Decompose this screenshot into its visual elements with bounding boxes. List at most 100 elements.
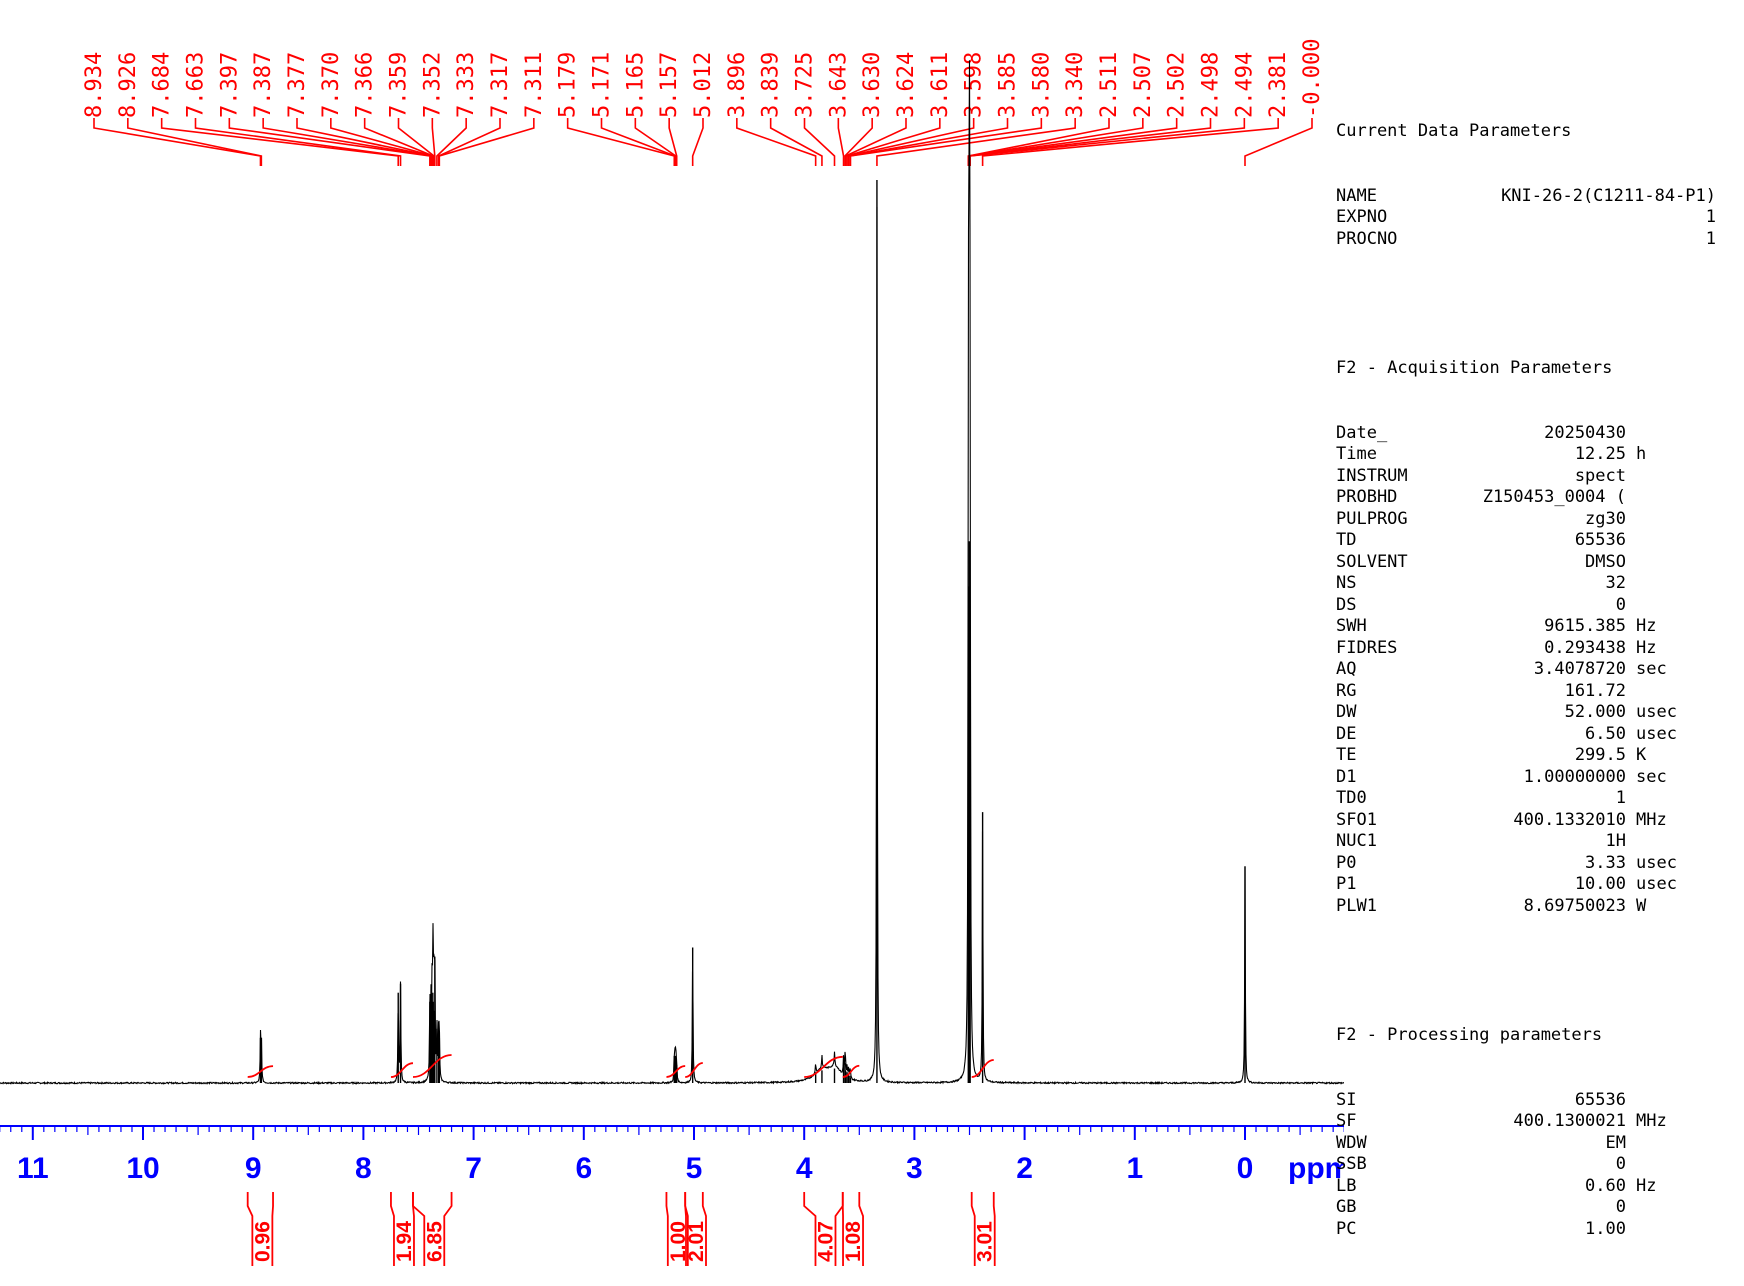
- x-tick-label: 1: [1126, 1152, 1143, 1185]
- parameter-value: 10.00: [1574, 874, 1626, 894]
- peak-label-leader: [968, 118, 1212, 166]
- parameter-row: AQ 3.4078720 sec: [1336, 659, 1667, 681]
- spectrum-group: [0, 60, 1344, 1086]
- peak-label: 3.624: [894, 52, 919, 118]
- parameter-value: 12.25: [1574, 444, 1626, 464]
- parameter-name: DW: [1336, 702, 1357, 722]
- peak-label-leader: [93, 118, 262, 166]
- parameter-row: SOLVENT DMSO: [1336, 551, 1626, 574]
- parameter-value: 20250430: [1544, 422, 1626, 443]
- parameter-name: P0: [1336, 852, 1357, 873]
- peak-label: 5.171: [590, 52, 615, 118]
- parameter-value: Z150453_0004 (: [1482, 487, 1626, 507]
- parameter-row: SF 400.1300021 MHz: [1336, 1111, 1667, 1133]
- parameter-row: FIDRES 0.293438 Hz: [1336, 637, 1656, 660]
- processing-parameters-list: SI 65536 SF 400.1300021 MHz WDW EM SSB 0 LB 0.60 Hz…: [1336, 1090, 1667, 1241]
- parameter-value: 9615.385: [1544, 616, 1626, 636]
- x-tick-label: 9: [245, 1152, 262, 1185]
- parameter-value: 1: [1705, 228, 1716, 249]
- parameter-row: PULPROG zg30: [1336, 508, 1626, 531]
- integral-curve: [842, 1064, 860, 1078]
- peak-label-leader: [228, 118, 431, 166]
- parameter-name: EXPNO: [1336, 207, 1388, 227]
- peak-label-leader: [566, 118, 676, 166]
- x-axis: 11 10 9 8 7 6 5 4 3 2 1 0 ppm: [0, 1125, 1344, 1185]
- parameter-unit: W: [1636, 895, 1647, 916]
- integral-value: 6.85: [423, 1221, 446, 1262]
- integral-bracket: [970, 1192, 996, 1266]
- peak-label: 8.934: [82, 52, 107, 118]
- parameter-value: 0: [1615, 1154, 1626, 1174]
- parameter-name: PULPROG: [1336, 508, 1408, 529]
- parameter-unit: Hz: [1636, 1175, 1657, 1196]
- parameter-row: NS 32: [1336, 573, 1626, 595]
- integral-value: 4.07: [814, 1221, 837, 1262]
- peak-label: 3.725: [793, 52, 818, 118]
- peak-label: 5.157: [657, 52, 682, 118]
- parameter-value: 1: [1615, 788, 1626, 808]
- parameter-unit: K: [1636, 745, 1647, 765]
- processing-parameters-title: F2 - Processing parameters: [1336, 1025, 1603, 1045]
- parameter-row: P1 10.00 usec: [1336, 874, 1677, 896]
- x-tick-label: 11: [17, 1152, 49, 1185]
- peak-label: 7.377: [285, 52, 310, 118]
- integral-value: 3.01: [974, 1221, 997, 1262]
- parameter-unit: Hz: [1636, 637, 1657, 658]
- parameter-name: INSTRUM: [1336, 465, 1408, 486]
- parameter-row: PROBHD Z150453_0004 (: [1336, 487, 1626, 509]
- integral-curve: [971, 1059, 994, 1078]
- peak-label-leader: [431, 118, 436, 166]
- peak-label-leader: [194, 118, 402, 166]
- parameter-row: NUC1 1H: [1336, 831, 1626, 853]
- integral-bracket: [841, 1192, 864, 1266]
- peak-label-leader: [397, 118, 435, 166]
- parameter-row: SI 65536: [1336, 1090, 1626, 1112]
- parameter-row: SSB 0: [1336, 1154, 1626, 1176]
- peak-label-leader: [849, 118, 1009, 166]
- parameter-value: 0: [1615, 1197, 1626, 1217]
- peak-label: 3.580: [1029, 52, 1054, 118]
- peak-label-leader: [668, 118, 678, 166]
- parameter-value: 3.4078720: [1533, 659, 1626, 679]
- peak-label-leader: [844, 118, 907, 166]
- parameter-row: DE 6.50 usec: [1336, 724, 1677, 746]
- parameter-value: 52.000: [1564, 702, 1626, 722]
- parameter-name: SOLVENT: [1336, 551, 1408, 572]
- parameter-row: DS 0: [1336, 595, 1626, 617]
- integral-curve: [247, 1065, 274, 1078]
- peak-label: -0.000: [1300, 39, 1325, 118]
- parameter-row: TD 65536: [1336, 530, 1626, 552]
- integral-curve: [804, 1055, 843, 1078]
- parameter-name: SFO1: [1336, 809, 1377, 830]
- parameter-row: Time 12.25 h: [1336, 444, 1646, 466]
- peak-label: 2.502: [1165, 52, 1190, 118]
- parameter-name: FIDRES: [1336, 637, 1398, 658]
- parameter-value: DMSO: [1585, 551, 1626, 572]
- integral-bracket: [246, 1192, 274, 1266]
- integral-value: 1.08: [842, 1221, 865, 1262]
- peak-label: 5.179: [556, 52, 581, 118]
- parameter-value: EM: [1605, 1132, 1626, 1153]
- parameter-row: NAME KNI-26-2(C1211-84-P1): [1336, 186, 1716, 208]
- parameter-value: 6.50: [1585, 723, 1626, 744]
- parameter-row: INSTRUM spect: [1336, 465, 1626, 488]
- peak-label: 8.926: [116, 52, 141, 118]
- peak-label: 7.684: [150, 52, 175, 118]
- parameter-name: PROCNO: [1336, 228, 1398, 249]
- x-tick-label: 4: [796, 1152, 813, 1185]
- parameter-value: 1H: [1605, 831, 1626, 851]
- parameter-name: TE: [1336, 745, 1357, 765]
- integral-value: 0.96: [251, 1221, 274, 1262]
- parameter-unit: MHz: [1636, 1111, 1667, 1131]
- x-tick-label: 10: [126, 1152, 159, 1185]
- parameter-value: 0.60: [1585, 1175, 1626, 1196]
- acquisition-parameters-title: F2 - Acquisition Parameters: [1336, 358, 1613, 378]
- x-tick-label: 0: [1237, 1152, 1254, 1185]
- parameter-unit: usec: [1636, 852, 1677, 873]
- parameter-value: 0.293438: [1544, 637, 1626, 658]
- peak-label: 7.366: [353, 52, 378, 118]
- peak-label: 7.359: [387, 52, 412, 118]
- parameter-name: Date_: [1336, 422, 1388, 443]
- parameter-value: 1.00: [1585, 1218, 1626, 1239]
- parameter-row: SWH 9615.385 Hz: [1336, 616, 1656, 638]
